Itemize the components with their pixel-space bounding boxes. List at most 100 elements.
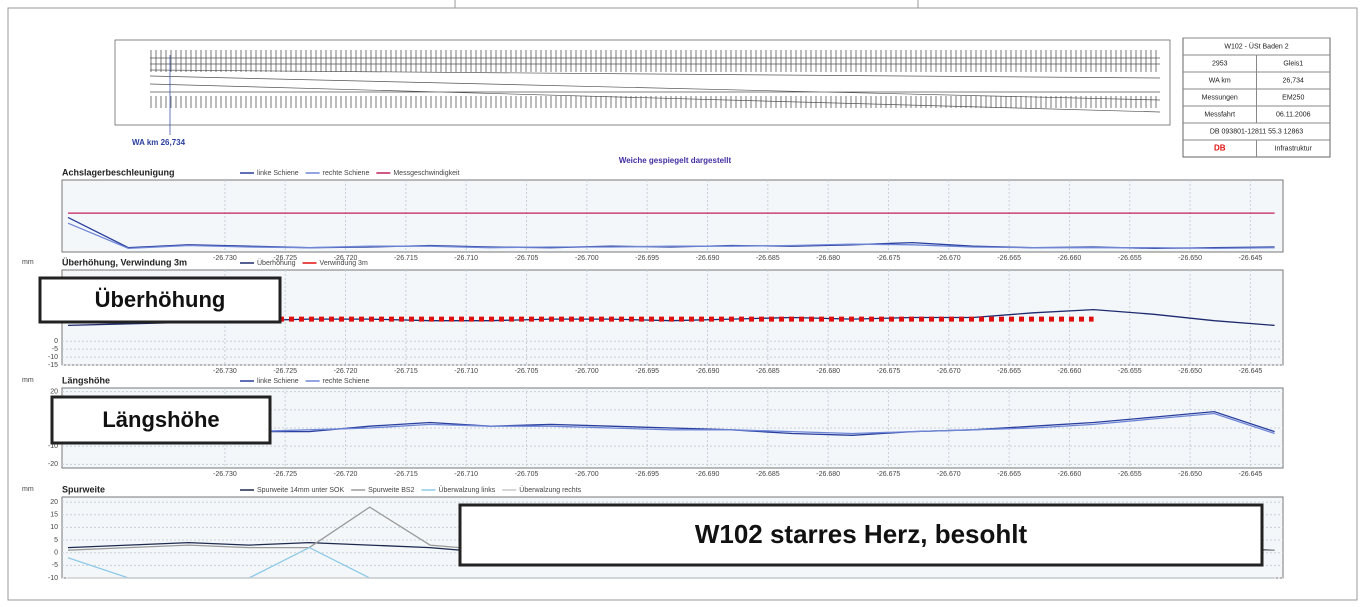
table-cell: EM250 [1282, 94, 1304, 101]
x-tick-label: -26.655 [1118, 471, 1142, 478]
y-tick-label: -5 [52, 562, 58, 569]
plot-area [61, 179, 1284, 253]
x-tick-label: -26.665 [997, 255, 1021, 262]
annotation: Längshöhe [102, 407, 219, 432]
x-tick-label: -26.650 [1178, 255, 1202, 262]
table-cell: Messfahrt [1204, 111, 1235, 118]
legend-label: Spurweite BS2 [368, 487, 414, 494]
x-tick-label: -26.650 [1178, 471, 1202, 478]
x-tick-label: -26.725 [273, 368, 297, 375]
table-cell: 06.11.2006 [1276, 111, 1311, 118]
x-tick-label: -26.680 [816, 471, 840, 478]
x-tick-label: -26.720 [334, 255, 358, 262]
x-tick-label: -26.705 [515, 471, 539, 478]
table-cell: Gleis1 [1283, 60, 1303, 67]
x-tick-label: -26.645 [1239, 368, 1263, 375]
x-tick-label: -26.665 [997, 471, 1021, 478]
table-cell: DB [1214, 144, 1226, 153]
table-cell: WA km [1209, 77, 1231, 84]
x-tick-label: -26.655 [1118, 368, 1142, 375]
legend-label: rechte Schiene [323, 378, 370, 385]
annotation: Überhöhung [95, 287, 226, 312]
x-tick-label: -26.670 [937, 255, 961, 262]
annotation-box [38, 276, 282, 324]
x-tick-label: -26.720 [334, 368, 358, 375]
x-tick-label: -26.645 [1239, 255, 1263, 262]
table-cell: 26,734 [1283, 77, 1305, 84]
x-tick-label: -26.700 [575, 255, 599, 262]
y-tick-label: -10 [48, 354, 58, 361]
y-tick-label: 10 [50, 524, 58, 531]
chart-title: Spurweite [62, 484, 105, 494]
x-tick-label: -26.690 [696, 368, 720, 375]
x-tick-label: -26.680 [816, 368, 840, 375]
y-tick-label: 15 [50, 512, 58, 519]
y-tick-label: -20 [48, 461, 58, 468]
legend-label: linke Schiene [257, 170, 299, 177]
annotation: W102 starres Herz, besohlt [695, 519, 1028, 549]
x-tick-label: -26.660 [1058, 368, 1082, 375]
series-line [67, 222, 1275, 250]
x-tick-label: -26.725 [273, 255, 297, 262]
x-tick-label: -26.695 [635, 471, 659, 478]
x-tick-label: -26.675 [877, 471, 901, 478]
x-tick-label: -26.650 [1178, 368, 1202, 375]
x-tick-label: -26.705 [515, 255, 539, 262]
x-tick-label: -26.670 [937, 368, 961, 375]
drawing-frame [114, 39, 1171, 126]
y-tick-label: 0 [54, 338, 58, 345]
x-tick-label: -26.730 [213, 368, 237, 375]
y-tick-label: -10 [48, 575, 58, 582]
x-tick-label: -26.685 [756, 471, 780, 478]
y-tick-label: -10 [48, 443, 58, 450]
x-tick-label: -26.715 [394, 368, 418, 375]
legend-label: rechte Schiene [323, 170, 370, 177]
x-tick-label: -26.700 [575, 471, 599, 478]
page-frame [7, 7, 1358, 601]
legend-label: Überhöhung [257, 259, 296, 267]
chart-title: Überhöhung, Verwindung 3m [62, 257, 187, 267]
x-tick-label: -26.695 [635, 368, 659, 375]
legend-label: Spurweite 14mm unter SOK [257, 487, 344, 494]
x-tick-label: -26.645 [1239, 471, 1263, 478]
y-axis-label: mm [22, 486, 34, 493]
x-tick-label: -26.710 [454, 368, 478, 375]
y-tick-label: 20 [50, 388, 58, 395]
x-tick-label: -26.660 [1058, 255, 1082, 262]
x-tick-label: -26.710 [454, 255, 478, 262]
y-axis-label: mm [22, 377, 34, 384]
x-tick-label: -26.695 [635, 255, 659, 262]
annotation-box [458, 503, 1264, 567]
x-tick-label: -26.690 [696, 471, 720, 478]
x-tick-label: -26.690 [696, 255, 720, 262]
sleepers [150, 50, 1160, 72]
x-tick-label: -26.700 [575, 368, 599, 375]
rails [149, 57, 1161, 113]
x-tick-label: -26.670 [937, 471, 961, 478]
y-tick-label: 5 [54, 537, 58, 544]
x-tick-label: -26.730 [213, 255, 237, 262]
legend-label: Überwalzung links [438, 486, 495, 494]
km-label: WA km 26,734 [132, 138, 186, 147]
table-cell: 2953 [1212, 60, 1228, 67]
x-tick-label: -26.685 [756, 255, 780, 262]
table-cell: W102 - ÜSt Baden 2 [1224, 42, 1288, 50]
legend-label: linke Schiene [257, 378, 299, 385]
annotation-box [50, 395, 272, 445]
table-cell: Infrastruktur [1275, 145, 1313, 152]
x-tick-label: -26.715 [394, 255, 418, 262]
x-tick-label: -26.715 [394, 471, 418, 478]
x-tick-label: -26.710 [454, 471, 478, 478]
x-tick-label: -26.665 [997, 368, 1021, 375]
legend-label: Messgeschwindigkeit [393, 170, 459, 177]
legend-label: Überwalzung rechts [519, 486, 581, 494]
x-tick-label: -26.720 [334, 471, 358, 478]
x-tick-label: -26.685 [756, 368, 780, 375]
table-cell: DB 093801-12811 55.3 12863 [1210, 128, 1303, 135]
y-tick-label: 0 [54, 550, 58, 557]
x-tick-label: -26.705 [515, 368, 539, 375]
drawing-caption: Weiche gespiegelt dargestellt [619, 156, 732, 165]
legend-label: Verwindung 3m [320, 260, 368, 267]
